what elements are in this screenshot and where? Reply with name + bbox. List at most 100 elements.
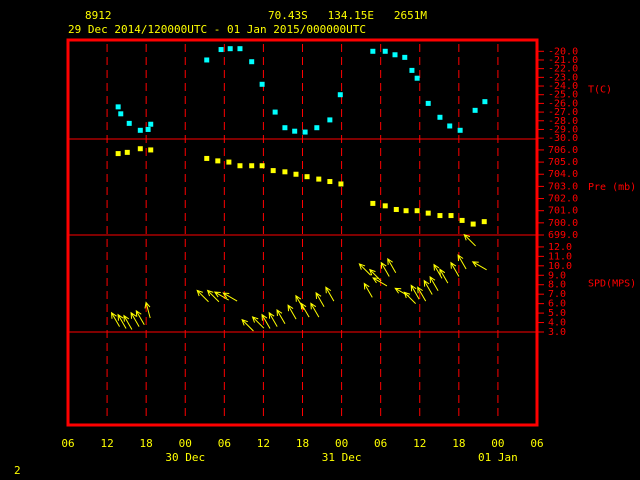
- point: [272, 109, 278, 115]
- point: [425, 100, 431, 106]
- x-tick-label: 18: [296, 437, 309, 450]
- point: [237, 163, 243, 169]
- y-tick-label: -26.0: [548, 98, 578, 109]
- x-tick-label: 18: [140, 437, 153, 450]
- point: [402, 54, 408, 60]
- wind-arrow: [222, 292, 238, 302]
- point: [204, 57, 210, 63]
- x-tick-label: 06: [61, 437, 74, 450]
- wind-arrow: [123, 314, 133, 330]
- point: [227, 46, 233, 52]
- x-tick-label: 18: [452, 437, 465, 450]
- point: [481, 219, 487, 225]
- point: [382, 203, 388, 209]
- point: [304, 174, 310, 180]
- frame: [66, 38, 539, 427]
- y-tick-label: 703.0: [548, 181, 578, 192]
- y-tick-label: 7.0: [548, 289, 566, 300]
- y-tick-label: 12.0: [548, 242, 572, 253]
- point: [314, 125, 320, 131]
- y-tick-label: 701.0: [548, 206, 578, 217]
- wind-arrow: [417, 286, 427, 302]
- x-tick-label: 00: [491, 437, 504, 450]
- y-tick-label: -30.0: [548, 133, 578, 144]
- wind-arrow: [310, 302, 320, 318]
- y-tick-label: -24.0: [548, 81, 578, 92]
- point: [215, 158, 221, 164]
- y-tick-label: -20.0: [548, 46, 578, 57]
- point: [457, 127, 463, 133]
- point: [448, 213, 454, 219]
- wind-arrow: [423, 279, 433, 295]
- point: [316, 176, 322, 182]
- point: [447, 123, 453, 129]
- point: [282, 125, 288, 131]
- wind-arrow: [213, 291, 229, 301]
- y-tick-label: 8.0: [548, 280, 566, 291]
- point: [124, 149, 130, 155]
- wind-arrow: [372, 277, 388, 287]
- wind-arrow: [135, 309, 145, 325]
- wind-arrow: [450, 261, 460, 277]
- wind-arrow: [117, 313, 127, 329]
- point: [403, 208, 409, 214]
- point: [414, 208, 420, 214]
- y-tick-label: 700.0: [548, 218, 578, 229]
- wind-arrow: [110, 311, 120, 327]
- wind-arrow: [206, 289, 220, 303]
- y-tick-label: -27.0: [548, 107, 578, 118]
- wind-arrow: [251, 316, 265, 329]
- point: [226, 159, 232, 165]
- wind-arrow: [287, 304, 297, 320]
- point: [218, 47, 224, 53]
- point: [270, 168, 276, 174]
- y-tick-label: -21.0: [548, 55, 578, 66]
- y-tick-label: 706.0: [548, 145, 578, 156]
- x-tick-label: 06: [530, 437, 543, 450]
- wind-arrow: [410, 284, 420, 300]
- point: [327, 117, 333, 123]
- axis-label: SPD(MPS): [588, 279, 636, 290]
- x-tick-label: 06: [218, 437, 231, 450]
- point: [118, 111, 124, 117]
- wind-arrow: [387, 257, 397, 273]
- axis-label: Pre (mb): [588, 182, 636, 193]
- y-tick-label: 9.0: [548, 270, 566, 281]
- wind-arrow: [433, 263, 443, 279]
- date-label: 01 Jan: [478, 451, 518, 464]
- y-tick-label: 699.0: [548, 230, 578, 241]
- point: [472, 107, 478, 113]
- point: [370, 200, 376, 206]
- x-tick-label: 12: [100, 437, 113, 450]
- wind-arrow: [403, 291, 416, 304]
- wind-arrow: [368, 268, 382, 282]
- point: [414, 75, 420, 81]
- point: [370, 48, 376, 54]
- point: [392, 52, 398, 58]
- x-tick-label: 00: [179, 437, 192, 450]
- point: [249, 163, 255, 169]
- point: [393, 206, 399, 212]
- y-tick-label: -22.0: [548, 64, 578, 75]
- y-tick-label: -28.0: [548, 116, 578, 127]
- wind-arrow: [196, 289, 209, 303]
- point: [337, 92, 343, 98]
- wind-arrow: [300, 302, 310, 318]
- point: [482, 99, 488, 105]
- y-tick-label: 6.0: [548, 299, 566, 310]
- y-tick-label: 705.0: [548, 157, 578, 168]
- point: [115, 151, 121, 157]
- point: [237, 46, 243, 52]
- point: [148, 121, 154, 127]
- y-tick-label: 702.0: [548, 194, 578, 205]
- station: 8912: [85, 9, 112, 22]
- point: [382, 48, 388, 54]
- page-number: 2: [14, 464, 21, 477]
- wind-arrow: [268, 311, 278, 327]
- point: [470, 221, 476, 227]
- wind-arrow: [241, 318, 254, 332]
- point: [259, 81, 265, 87]
- point: [249, 59, 255, 65]
